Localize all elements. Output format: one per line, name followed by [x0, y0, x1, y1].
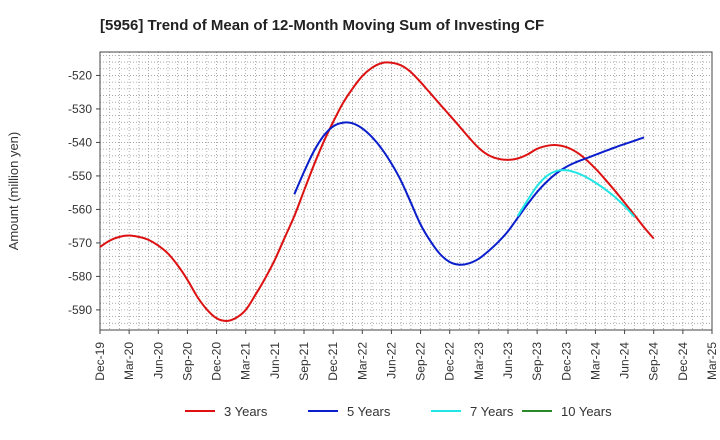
x-tick-label: Jun-20	[151, 342, 165, 379]
legend-label-3-years: 3 Years	[224, 404, 268, 419]
y-tick-label: -520	[68, 68, 92, 82]
x-tick-label: Dec-24	[676, 342, 690, 381]
x-tick-label: Jun-23	[501, 342, 515, 379]
x-tick-label: Mar-22	[355, 342, 369, 380]
y-tick-label: -560	[68, 202, 92, 216]
legend-label-10-years: 10 Years	[561, 404, 612, 419]
x-axis-ticks: Dec-19 Mar-20 Jun-20 Sep-20 Dec-20 Mar-21 Jun-…	[93, 330, 719, 381]
x-tick-label: Sep-22	[414, 342, 428, 381]
x-tick-label: Mar-24	[588, 342, 602, 380]
legend-label-7-years: 7 Years	[470, 404, 514, 419]
x-tick-label: Sep-20	[180, 342, 194, 381]
x-tick-label: Jun-24	[618, 342, 632, 379]
series-line-7-years	[516, 169, 636, 218]
y-axis-label: Amount (million yen)	[6, 132, 21, 251]
x-tick-label: Jun-22	[384, 342, 398, 379]
x-tick-label: Sep-21	[297, 342, 311, 381]
x-tick-label: Dec-23	[559, 342, 573, 381]
x-tick-label: Mar-21	[239, 342, 253, 380]
series-line-5-years	[293, 121, 645, 266]
x-tick-label: Dec-20	[210, 342, 224, 381]
x-tick-label: Sep-24	[647, 342, 661, 381]
plot-frame	[99, 51, 713, 331]
y-tick-label: -580	[68, 269, 92, 283]
legend: 3 Years 5 Years 7 Years 10 Years	[185, 404, 612, 419]
x-tick-label: Dec-22	[443, 342, 457, 381]
x-tick-label: Dec-21	[326, 342, 340, 381]
x-tick-label: Mar-25	[705, 342, 719, 380]
y-axis-ticks: -590 -580 -570 -560 -550 -540 -530 -520	[68, 68, 100, 317]
series-line-3-years	[99, 61, 655, 322]
x-tick-label: Dec-19	[93, 342, 107, 381]
x-tick-label: Sep-23	[530, 342, 544, 381]
y-tick-label: -570	[68, 236, 92, 250]
series-lines	[99, 61, 655, 322]
x-tick-label: Jun-21	[268, 342, 282, 379]
legend-label-5-years: 5 Years	[347, 404, 391, 419]
y-tick-label: -550	[68, 169, 92, 183]
y-tick-label: -530	[68, 102, 92, 116]
x-tick-label: Mar-23	[472, 342, 486, 380]
y-tick-label: -590	[68, 303, 92, 317]
x-tick-label: Mar-20	[122, 342, 136, 380]
chart-title: [5956] Trend of Mean of 12-Month Moving …	[100, 17, 544, 34]
y-tick-label: -540	[68, 135, 92, 149]
